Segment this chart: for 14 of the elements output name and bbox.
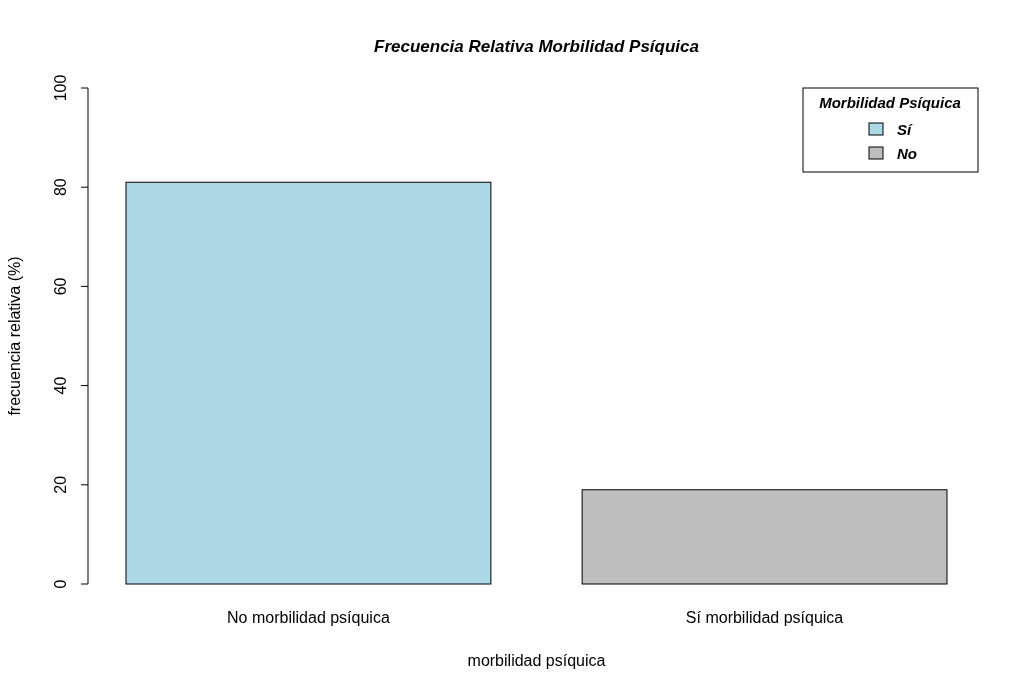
- y-tick-label: 0: [52, 579, 69, 589]
- y-tick-label: 20: [52, 475, 69, 494]
- chart-title: Frecuencia Relativa Morbilidad Psíquica: [374, 37, 699, 56]
- y-tick-label: 80: [52, 178, 69, 197]
- legend-title: Morbilidad Psíquica: [819, 94, 961, 111]
- x-axis-title: morbilidad psíquica: [467, 652, 606, 669]
- y-tick-label: 40: [52, 376, 69, 395]
- legend-label: Sí: [897, 121, 913, 138]
- y-tick-label: 100: [52, 74, 69, 102]
- legend-label: No: [897, 145, 917, 162]
- x-tick-label: Sí morbilidad psíquica: [685, 609, 844, 626]
- x-tick-label: No morbilidad psíquica: [227, 609, 390, 626]
- y-axis-title: frecuencia relativa (%): [6, 256, 23, 416]
- y-tick-label: 60: [52, 277, 69, 296]
